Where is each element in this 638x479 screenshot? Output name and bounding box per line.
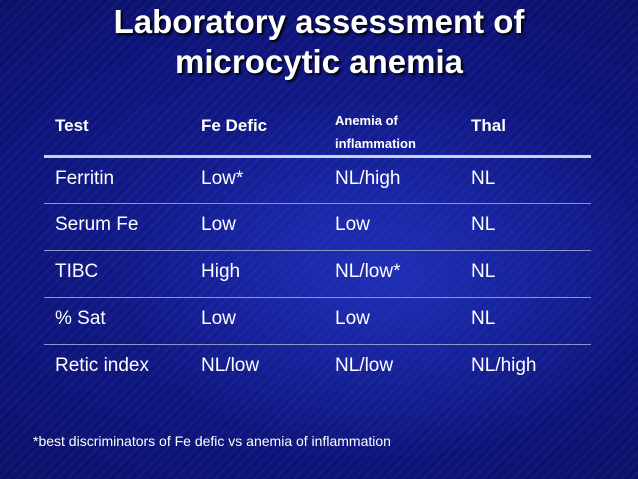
header-test: Test (55, 116, 89, 135)
table-cell: Low (201, 214, 236, 235)
table-cell: Low (335, 214, 370, 235)
table-cell: Serum Fe (55, 214, 139, 235)
table-cell: % Sat (55, 308, 106, 329)
table-row: Serum Fe Low Low NL (44, 204, 591, 251)
table-cell: NL/low (335, 355, 394, 376)
table-row: Ferritin Low* NL/high NL (44, 157, 591, 204)
title-line-2: microcytic anemia (175, 43, 463, 80)
header-fe-defic: Fe Defic (201, 116, 268, 135)
table-cell: NL/high (335, 168, 401, 189)
table-cell: Ferritin (55, 168, 115, 189)
table-header-row: Test Fe Defic Anemia of inflammation Tha… (44, 103, 591, 157)
table-cell: Low* (201, 168, 244, 189)
table-cell: NL/high (471, 355, 537, 376)
slide-title: Laboratory assessment of microcytic anem… (0, 2, 638, 82)
table-cell: NL/low (201, 355, 260, 376)
table-row: TIBC High NL/low* NL (44, 251, 591, 298)
title-line-1: Laboratory assessment of (113, 3, 525, 40)
table-row: % Sat Low Low NL (44, 298, 591, 345)
lab-assessment-table: Test Fe Defic Anemia of inflammation Tha… (44, 103, 591, 409)
table-cell: Low (335, 308, 370, 329)
table-row: Retic index NL/low NL/low NL/high (44, 345, 591, 409)
table-cell: NL (471, 214, 496, 235)
table-cell: TIBC (55, 261, 99, 282)
header-anemia-of-inflammation: Anemia of inflammation (335, 113, 416, 151)
table-cell: Retic index (55, 355, 149, 376)
footnote: *best discriminators of Fe defic vs anem… (33, 433, 391, 449)
table-cell: Low (201, 308, 236, 329)
table-cell: NL (471, 168, 496, 189)
table-cell: High (201, 261, 241, 282)
table-cell: NL (471, 308, 496, 329)
header-thal: Thal (471, 116, 506, 135)
table-cell: NL/low* (335, 261, 401, 282)
table-cell: NL (471, 261, 496, 282)
